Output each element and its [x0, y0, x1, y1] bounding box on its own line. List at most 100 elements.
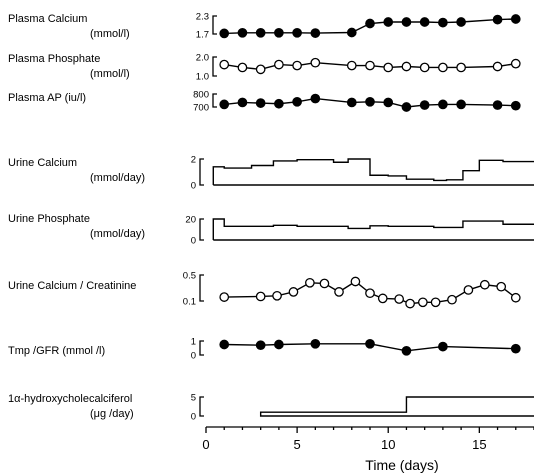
data-point	[255, 340, 266, 351]
panel-label: Urine Calcium	[8, 157, 77, 169]
data-point	[510, 14, 521, 24]
y-axis-bracket	[199, 274, 204, 302]
panel-label: (mmol/day)	[90, 228, 145, 240]
data-point	[274, 339, 284, 350]
data-point	[255, 291, 266, 302]
data-point	[383, 62, 394, 73]
y-axis-bracket	[212, 93, 217, 108]
data-point	[237, 97, 248, 108]
panel-label: (mmol/l)	[90, 68, 130, 80]
data-point	[510, 58, 521, 69]
data-point	[401, 61, 412, 72]
data-point	[288, 287, 299, 297]
data-point	[274, 98, 284, 109]
panel-label: Plasma Calcium	[8, 13, 87, 25]
x-axis: 0 5 10 15 Time (days)	[202, 426, 534, 473]
data-point	[272, 290, 282, 301]
data-point	[219, 339, 230, 350]
x-tick-label: 0	[202, 437, 209, 452]
data-point	[383, 97, 394, 108]
data-point	[438, 341, 448, 352]
y-tick-label: 5	[191, 393, 196, 404]
data-point	[405, 298, 415, 309]
series-line	[212, 218, 534, 240]
series-line	[259, 396, 534, 417]
data-point	[365, 60, 375, 71]
data-point	[492, 100, 503, 110]
y-tick-label: 800	[193, 90, 209, 101]
data-point	[383, 17, 394, 27]
data-point	[419, 62, 430, 73]
data-point	[219, 59, 230, 70]
data-point	[438, 99, 448, 110]
data-point	[365, 338, 375, 349]
panel-label: (mmol/l)	[90, 28, 130, 40]
data-point	[346, 97, 357, 108]
data-point	[463, 285, 474, 295]
data-point	[319, 278, 330, 289]
panel-urine-phosphate: Urine Phosphate(mmol/day) 20 0	[8, 213, 534, 247]
data-point	[419, 100, 430, 110]
y-tick-label: 0.5	[183, 271, 196, 282]
data-point	[456, 17, 466, 27]
data-point	[438, 62, 448, 73]
panel-plasma-ap: Plasma AP (iu/l) 800 700	[8, 90, 521, 114]
data-point	[346, 27, 357, 38]
y-tick-label: 20	[185, 215, 196, 226]
y-tick-label: 1.7	[196, 30, 209, 41]
data-point	[350, 276, 361, 287]
panel-label: (μg /day)	[90, 408, 134, 420]
data-point	[365, 288, 375, 299]
y-axis-bracket	[212, 15, 217, 35]
y-axis-bracket	[212, 56, 217, 77]
y-axis-bracket	[199, 158, 204, 186]
panel-label: Tmp /GFR (mmol /l)	[8, 345, 105, 357]
data-point	[430, 297, 441, 308]
y-tick-label: 1.0	[196, 72, 209, 83]
data-point	[401, 17, 412, 27]
y-axis-bracket	[199, 218, 204, 241]
data-point	[292, 96, 302, 107]
x-tick-label: 15	[472, 437, 486, 452]
data-point	[365, 96, 375, 107]
panel-label: (mmol/day)	[90, 172, 145, 184]
data-point	[447, 294, 457, 305]
panel-urine-calcium: Urine Calcium (mmol/day) 2 0	[8, 155, 534, 192]
y-tick-label: 2	[191, 155, 196, 166]
panel-plasma-phosphate: Plasma Phosphate (mmol/l) 2.0 1.0	[8, 53, 521, 83]
data-point	[219, 28, 230, 39]
data-point	[456, 99, 466, 110]
data-point	[365, 18, 375, 29]
y-tick-label: 0.1	[183, 297, 196, 308]
data-point	[419, 17, 430, 27]
x-tick-label: 5	[293, 437, 300, 452]
x-axis-label: Time (days)	[365, 457, 438, 473]
y-tick-label: 2.3	[196, 12, 209, 23]
panel-alfacalcidol: 1α-hydroxycholecalciferol (μg /day) 5 0	[8, 393, 534, 423]
y-tick-label: 0	[191, 412, 196, 423]
panel-plasma-calcium: Plasma Calcium(mmol/l) 2.3 1.7	[8, 12, 521, 41]
data-point	[496, 281, 507, 292]
data-point	[394, 294, 405, 304]
y-tick-label: 0	[191, 181, 196, 192]
panel-label: Urine Phosphate	[8, 213, 90, 225]
data-point	[492, 61, 503, 72]
data-point	[401, 345, 412, 356]
data-point	[456, 62, 466, 73]
data-point	[310, 93, 321, 104]
data-point	[510, 343, 521, 354]
data-point	[255, 27, 266, 38]
data-point	[305, 277, 315, 288]
series-line	[212, 158, 534, 185]
panel-label: 1α-hydroxycholecalciferol	[8, 393, 132, 405]
y-tick-label: 0	[191, 236, 196, 247]
data-point	[274, 27, 284, 38]
y-axis-bracket	[199, 340, 204, 356]
y-tick-label: 0	[191, 351, 196, 362]
data-point	[219, 292, 230, 302]
data-point	[510, 292, 521, 303]
x-tick-label: 10	[381, 437, 395, 452]
data-point	[334, 287, 344, 297]
